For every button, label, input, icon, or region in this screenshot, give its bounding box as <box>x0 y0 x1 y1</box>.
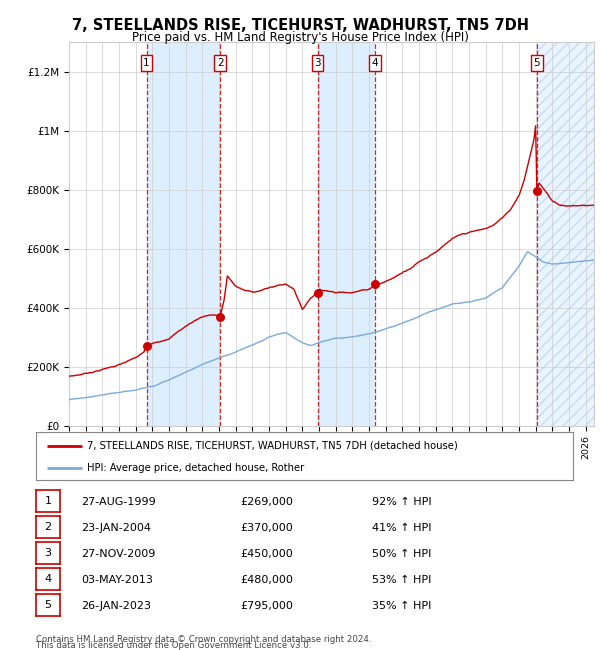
Text: 50% ↑ HPI: 50% ↑ HPI <box>372 549 431 559</box>
Text: £370,000: £370,000 <box>240 523 293 533</box>
Text: Price paid vs. HM Land Registry's House Price Index (HPI): Price paid vs. HM Land Registry's House … <box>131 31 469 44</box>
Text: 1: 1 <box>143 58 150 68</box>
Text: 1: 1 <box>44 496 52 506</box>
Text: 92% ↑ HPI: 92% ↑ HPI <box>372 497 431 507</box>
Text: 7, STEELLANDS RISE, TICEHURST, WADHURST, TN5 7DH: 7, STEELLANDS RISE, TICEHURST, WADHURST,… <box>71 18 529 33</box>
Text: 03-MAY-2013: 03-MAY-2013 <box>81 575 153 585</box>
Text: 53% ↑ HPI: 53% ↑ HPI <box>372 575 431 585</box>
Text: 3: 3 <box>314 58 321 68</box>
Text: This data is licensed under the Open Government Licence v3.0.: This data is licensed under the Open Gov… <box>36 641 311 650</box>
Text: 41% ↑ HPI: 41% ↑ HPI <box>372 523 431 533</box>
Text: £480,000: £480,000 <box>240 575 293 585</box>
Text: 5: 5 <box>533 58 540 68</box>
Text: 2: 2 <box>44 522 52 532</box>
Text: 3: 3 <box>44 548 52 558</box>
Text: HPI: Average price, detached house, Rother: HPI: Average price, detached house, Roth… <box>87 463 304 473</box>
Text: 5: 5 <box>44 600 52 610</box>
Text: £269,000: £269,000 <box>240 497 293 507</box>
Text: £450,000: £450,000 <box>240 549 293 559</box>
Text: Contains HM Land Registry data © Crown copyright and database right 2024.: Contains HM Land Registry data © Crown c… <box>36 635 371 644</box>
Text: 27-AUG-1999: 27-AUG-1999 <box>81 497 156 507</box>
Bar <box>146 42 220 426</box>
Text: 26-JAN-2023: 26-JAN-2023 <box>81 601 151 611</box>
Bar <box>317 42 374 426</box>
Text: 23-JAN-2004: 23-JAN-2004 <box>81 523 151 533</box>
Text: £795,000: £795,000 <box>240 601 293 611</box>
Text: 35% ↑ HPI: 35% ↑ HPI <box>372 601 431 611</box>
Text: 27-NOV-2009: 27-NOV-2009 <box>81 549 155 559</box>
Text: 4: 4 <box>371 58 378 68</box>
Text: 2: 2 <box>217 58 223 68</box>
Text: 7, STEELLANDS RISE, TICEHURST, WADHURST, TN5 7DH (detached house): 7, STEELLANDS RISE, TICEHURST, WADHURST,… <box>87 441 458 450</box>
Text: 4: 4 <box>44 574 52 584</box>
Bar <box>537 42 594 426</box>
